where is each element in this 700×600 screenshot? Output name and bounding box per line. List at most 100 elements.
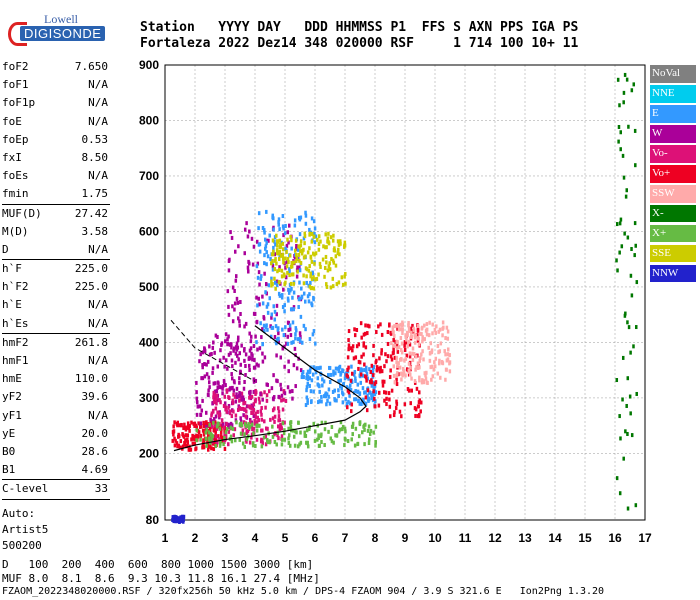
trace-point [382,379,386,384]
param-label: yF2 [2,390,22,404]
trace-point [368,431,372,436]
trace-point [407,320,410,325]
trace-point [300,251,304,256]
trace-point [309,274,312,279]
trace-point [407,368,411,373]
trace-point [243,379,246,384]
trace-point [252,407,256,412]
trace-point [626,320,629,325]
trace-point [272,397,275,402]
param-row: B1 4.69 [0,461,112,479]
trace-point [399,357,403,362]
trace-point [272,245,275,250]
param-label: foF1 [2,78,29,92]
trace-point [345,385,349,390]
trace-point [233,380,236,385]
trace-point [210,413,213,418]
trace-point [332,369,335,374]
trace-point [408,354,412,359]
trace-point [374,360,378,365]
trace-point [172,429,176,434]
trace-point [244,321,248,326]
trace-point [445,325,449,330]
trace-point [264,244,268,249]
trace-point [340,275,344,280]
trace-point [620,244,624,249]
trace-point [359,321,363,326]
file-info-line: FZAOM_2022348020000.RSF / 320fx256h 50 k… [2,586,605,597]
trace-point [317,247,321,252]
trace-point [223,432,226,437]
trace-point [341,392,345,397]
trace-point [281,224,285,229]
trace-point [343,436,347,441]
trace-point [615,476,619,481]
trace-point [277,394,280,399]
trace-point [251,443,255,448]
trace-point [173,443,177,448]
trace-point [366,376,369,381]
trace-point [633,253,636,258]
trace-point [251,427,254,432]
trace-point [241,428,245,433]
trace-point [406,332,409,337]
trace-point [318,384,321,389]
trace-point [273,276,276,281]
trace-point [295,253,298,258]
trace-point [192,421,196,426]
trace-point [334,371,337,376]
trace-point [312,421,315,426]
trace-point [270,261,273,266]
trace-point [281,241,285,246]
trace-point [223,446,227,451]
trace-point [261,301,265,306]
trace-point [210,437,213,442]
trace-point [416,414,420,419]
trace-point [183,422,186,427]
trace-point [278,265,281,270]
trace-point [193,437,196,442]
trace-point [304,213,308,218]
trace-point [227,429,231,434]
trace-point [432,367,436,372]
trace-point [271,424,274,429]
trace-point [263,253,266,258]
trace-point [292,363,296,368]
trace-point [409,365,412,370]
trace-point [215,401,218,406]
trace-point [370,396,374,401]
trace-point [255,420,259,425]
trace-point [270,315,273,320]
trace-point [386,354,390,359]
trace-point [314,234,318,239]
trace-point [360,354,363,359]
trace-point [310,378,314,383]
trace-point [325,282,328,287]
trace-point [224,339,227,344]
trace-point [325,392,329,397]
trace-point [279,355,283,360]
trace-point [241,406,245,411]
trace-point [195,380,198,385]
trace-point [316,437,319,442]
trace-point [337,247,340,252]
trace-point [330,439,334,444]
trace-point [308,246,311,251]
trace-point [331,238,335,243]
trace-point [436,343,440,348]
trace-point [250,435,253,440]
trace-point [186,437,189,442]
trace-point [359,380,363,385]
plot-frame [164,64,646,521]
trace-point [419,356,422,361]
param-row: foEp 0.53 [0,131,112,149]
trace-point [280,268,284,273]
trace-point [373,396,376,401]
trace-point [298,232,302,237]
trace-point [261,327,264,332]
trace-point [416,338,420,343]
trace-point [287,441,291,446]
x-tick-label: 15 [578,531,592,545]
trace-point [217,381,220,386]
trace-point [307,268,311,273]
